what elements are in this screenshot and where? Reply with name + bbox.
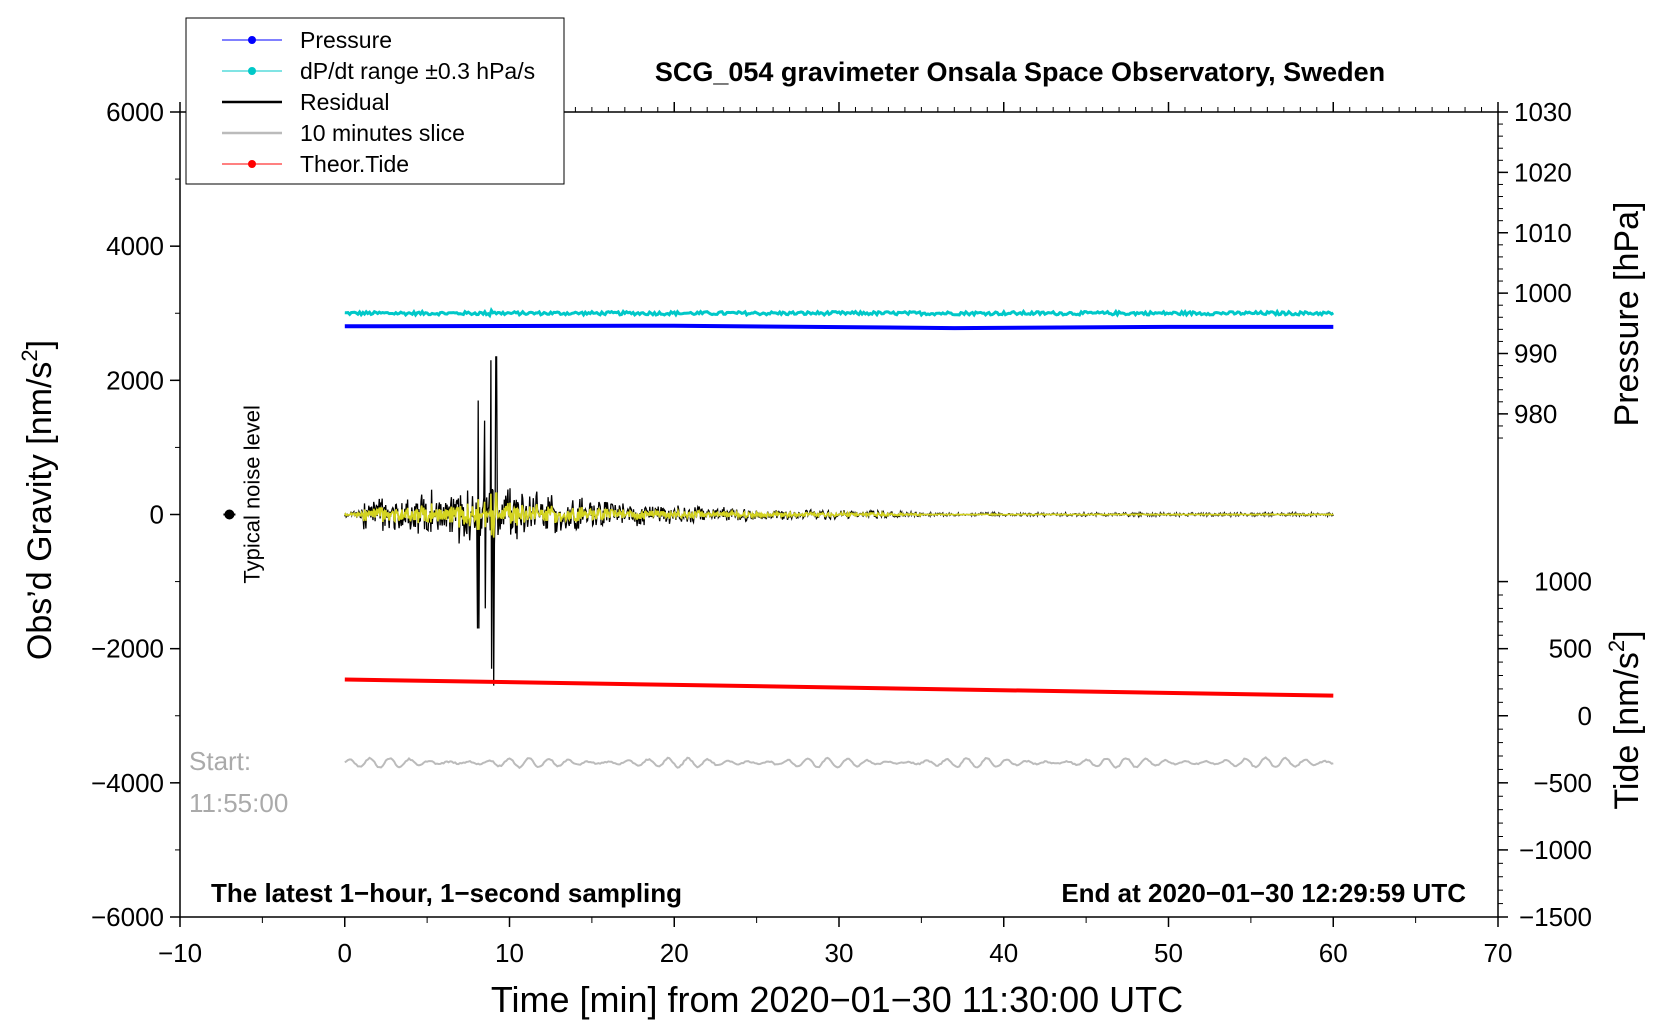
pressure-tick-label: 990 (1514, 339, 1557, 369)
series-layer (344, 307, 1335, 770)
x-axis-label: Time [min] from 2020−01−30 11:30:00 UTC (491, 979, 1183, 1020)
y-tick-label-left: 4000 (106, 231, 164, 261)
x-tick-label: 70 (1484, 938, 1513, 968)
y-axis-label-left-end: ] (21, 340, 59, 349)
x-tick-label: 20 (660, 938, 689, 968)
y-axis-label-left: Obs’d Gravity [nm/s2] (17, 340, 59, 660)
start-label: Start: (189, 746, 251, 776)
tide-tick-label: 0 (1578, 701, 1592, 731)
start-time: 11:55:00 (189, 788, 288, 818)
legend-label: 10 minutes slice (300, 120, 465, 146)
tide-tick-label: −1500 (1519, 902, 1592, 932)
y-tick-label-left: −4000 (91, 768, 164, 798)
x-tick-label: 0 (338, 938, 352, 968)
y-axis-label-left-sup: 2 (17, 349, 42, 361)
tide-tick-label: 1000 (1534, 567, 1592, 597)
dpdt-series (344, 307, 1335, 319)
x-tick-label: −10 (158, 938, 202, 968)
pressure-tick-label: 1030 (1514, 97, 1572, 127)
legend: Pressure dP/dt range ±0.3 hPa/s Residual 10… (185, 17, 565, 185)
legend-label: Theor.Tide (300, 151, 409, 177)
tide-axis-label-end: ] (1608, 630, 1646, 639)
bottom-left-note: The latest 1−hour, 1−second sampling (211, 878, 682, 908)
x-tick-label: 10 (495, 938, 524, 968)
x-tick-label: 40 (989, 938, 1018, 968)
tide-axis-label-main: Tide [nm/s (1608, 652, 1646, 809)
pressure-axis-label: Pressure [hPa] (1608, 202, 1646, 427)
x-tick-label: 50 (1154, 938, 1183, 968)
pressure-tick-label: 980 (1514, 399, 1557, 429)
tide-series (344, 677, 1334, 698)
pressure-series (344, 323, 1334, 331)
y-tick-label-left: 6000 (106, 97, 164, 127)
residual-filtered-series (344, 492, 1334, 538)
tide-axis-label: Tide [nm/s2] (1604, 630, 1646, 809)
pressure-tick-label: 1020 (1514, 157, 1572, 187)
x-tick-label: 60 (1319, 938, 1348, 968)
bottom-right-note: End at 2020−01−30 12:29:59 UTC (1061, 878, 1466, 908)
y-axis-label-left-main: Obs’d Gravity [nm/s (21, 362, 59, 661)
legend-marker (248, 67, 256, 75)
y-tick-label-left: −2000 (91, 634, 164, 664)
tide-tick-label: −500 (1533, 768, 1592, 798)
tide-tick-label: 500 (1549, 634, 1592, 664)
y-tick-label-left: 2000 (106, 365, 164, 395)
legend-label: dP/dt range ±0.3 hPa/s (300, 58, 535, 84)
tide-axis-label-sup: 2 (1604, 640, 1629, 652)
pressure-tick-label: 1010 (1514, 218, 1572, 248)
tide-tick-label: −1000 (1519, 835, 1592, 865)
noise-level-label: Typical noise level (239, 405, 264, 584)
slice-series (344, 756, 1334, 770)
noise-marker-dot (224, 509, 235, 520)
legend-label: Pressure (300, 27, 392, 53)
legend-label: Residual (300, 89, 390, 115)
y-tick-label-left: 0 (150, 500, 164, 530)
legend-marker (248, 160, 256, 168)
legend-marker (248, 36, 256, 44)
y-tick-label-left: −6000 (91, 902, 164, 932)
pressure-tick-label: 1000 (1514, 278, 1572, 308)
axis-ticks: −10 0 10 20 30 40 50 60 70−6000−4000−20000200040… (91, 97, 1592, 968)
chart-title: SCG_054 gravimeter Onsala Space Observat… (655, 57, 1385, 87)
x-tick-label: 30 (825, 938, 854, 968)
